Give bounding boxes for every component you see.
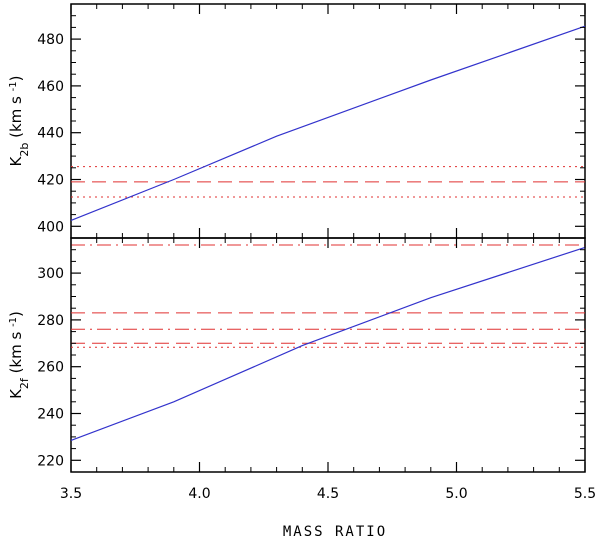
y-tick-label-top: 420	[37, 173, 64, 189]
y-tick-label-bottom: 260	[37, 360, 64, 376]
y-axis-title-part: -1	[8, 81, 19, 91]
y-axis-title-part: )	[7, 311, 25, 317]
x-axis-title: MASS RATIO	[283, 524, 387, 539]
y-tick-label-bottom: 280	[37, 313, 64, 329]
y-axis-title-part: K	[7, 155, 25, 166]
curve-top	[70, 25, 586, 221]
x-tick-label: 4.0	[188, 486, 210, 502]
y-axis-title-part: (km s	[7, 91, 25, 142]
x-axis-tick-labels: 3.5 4.0 4.5 5.0 5.5	[60, 486, 596, 502]
y-tick-label-bottom: 300	[37, 266, 64, 282]
y-axis-title-part: K	[7, 388, 25, 399]
x-tick-label: 3.5	[60, 486, 82, 502]
y-tick-label-bottom: 240	[37, 407, 64, 423]
y-axis-title-part: (km s	[7, 327, 25, 378]
y-axis-title-part: )	[7, 76, 25, 82]
y-tick-label-top: 480	[37, 32, 64, 48]
y-axis-title-bottom: K2f (km s -1)	[7, 311, 31, 399]
x-tick-label: 5.5	[574, 486, 596, 502]
x-tick-label: 5.0	[445, 486, 467, 502]
panel-bottom: 220 240 260 280 300 K2f (km s -1)	[7, 237, 586, 473]
x-tick-label: 4.5	[317, 486, 339, 502]
y-tick-label-top: 440	[37, 126, 64, 142]
y-axis-title-top: K2b (km s -1)	[7, 76, 31, 167]
y-axis-title-part: 2f	[18, 377, 31, 389]
y-axis-title-part: 2b	[18, 143, 31, 157]
plot-frame-top	[70, 3, 586, 239]
y-tick-label-top: 400	[37, 219, 64, 235]
y-axis-title-part: -1	[8, 317, 19, 327]
curve-bottom	[70, 246, 586, 441]
y-tick-label-bottom: 220	[37, 453, 64, 469]
panel-top: 400 420 440 460 480 K2b (km s -1)	[7, 3, 586, 239]
y-tick-label-top: 460	[37, 79, 64, 95]
